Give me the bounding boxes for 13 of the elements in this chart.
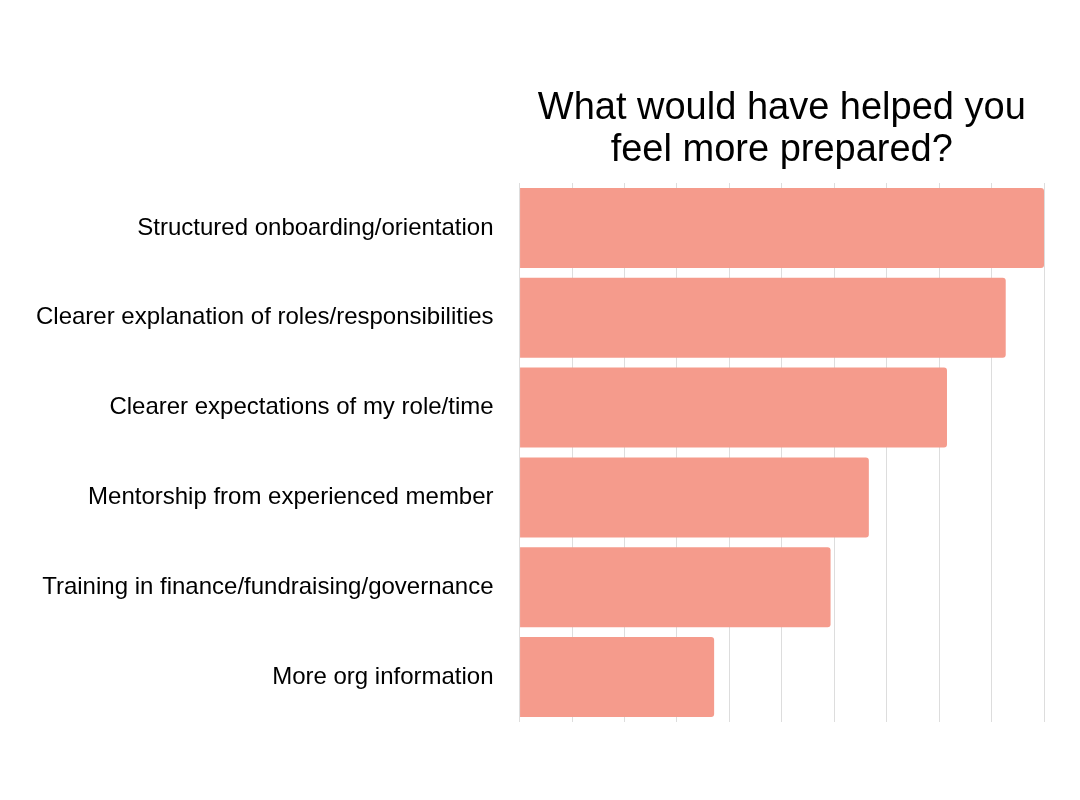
y-tick-label: More org information bbox=[272, 661, 494, 689]
bar bbox=[520, 187, 1044, 268]
y-tick-label: Structured onboarding/orientation bbox=[137, 212, 494, 240]
y-tick-label: Training in finance/fundraising/governance bbox=[42, 571, 494, 599]
bar bbox=[520, 457, 869, 538]
bar bbox=[520, 637, 715, 718]
y-tick-label: Mentorship from experienced member bbox=[88, 482, 494, 510]
y-tick-label: Clearer expectations of my role/time bbox=[109, 392, 494, 420]
y-tick-label: Clearer explanation of roles/responsibilities bbox=[35, 302, 494, 330]
bar bbox=[520, 367, 947, 448]
bar bbox=[520, 547, 831, 628]
chart-title: What would have helped you feel more prepared? bbox=[537, 85, 1026, 169]
bar bbox=[520, 277, 1006, 358]
